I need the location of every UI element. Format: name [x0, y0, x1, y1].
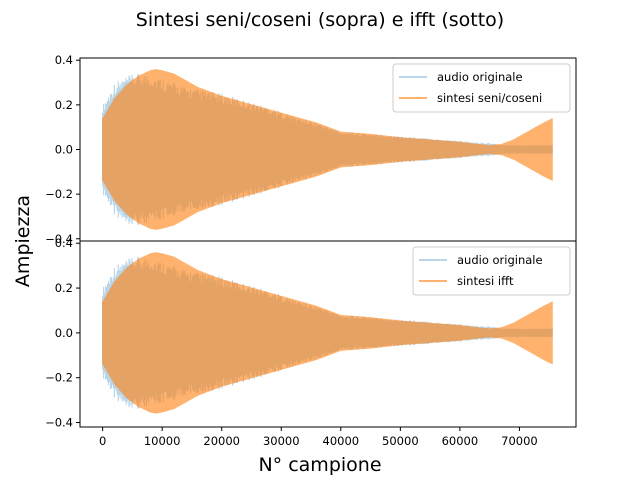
x-tick-label: 30000: [263, 434, 300, 448]
legend: audio originale sintesi seni/coseni: [392, 63, 571, 113]
y-tick-label: 0.0: [55, 326, 73, 340]
legend-label: sintesi ifft: [457, 274, 514, 288]
legend-label: audio originale: [457, 253, 543, 267]
x-tick-label: 20000: [203, 434, 240, 448]
y-tick-label: −0.4: [45, 232, 73, 246]
y-tick-label: −0.4: [45, 416, 73, 430]
legend-box: [412, 246, 571, 296]
x-tick-label: 70000: [501, 434, 538, 448]
top-panel: −0.4 −0.2 0.0 0.2 0.4 audio originale sintesi …: [45, 53, 577, 246]
x-axis-label: N° campione: [258, 454, 381, 476]
axes-frame: [79, 240, 577, 428]
legend-label: audio originale: [437, 70, 523, 84]
series-synthesis: [102, 69, 553, 230]
legend-box: [392, 63, 571, 113]
x-tick-label: 40000: [323, 434, 360, 448]
y-tick-label: 0.4: [55, 236, 73, 250]
y-tick-label: 0.2: [55, 281, 73, 295]
y-tick-label: −0.2: [45, 371, 73, 385]
figure-title: Sintesi seni/coseni (sopra) e ifft (sott…: [136, 9, 504, 31]
x-tick-label: 0: [99, 434, 106, 448]
series-synthesis: [102, 252, 553, 414]
y-tick-label: 0.0: [55, 143, 73, 157]
x-tick-label: 10000: [144, 434, 181, 448]
plot-area: [102, 252, 553, 414]
bottom-panel: −0.4 −0.2 0.0 0.2 0.4 0 10000 20000 30000 40000 50…: [45, 236, 577, 448]
legend-label: sintesi seni/coseni: [437, 91, 542, 105]
legend: audio originale sintesi ifft: [412, 246, 571, 296]
x-tick-label: 50000: [382, 434, 419, 448]
y-tick-label: 0.2: [55, 98, 73, 112]
plot-area: [102, 69, 553, 230]
y-axis-label: Ampiezza: [12, 195, 34, 287]
y-tick-label: 0.4: [55, 53, 73, 67]
y-tick-label: −0.2: [45, 187, 73, 201]
x-tick-label: 60000: [442, 434, 479, 448]
